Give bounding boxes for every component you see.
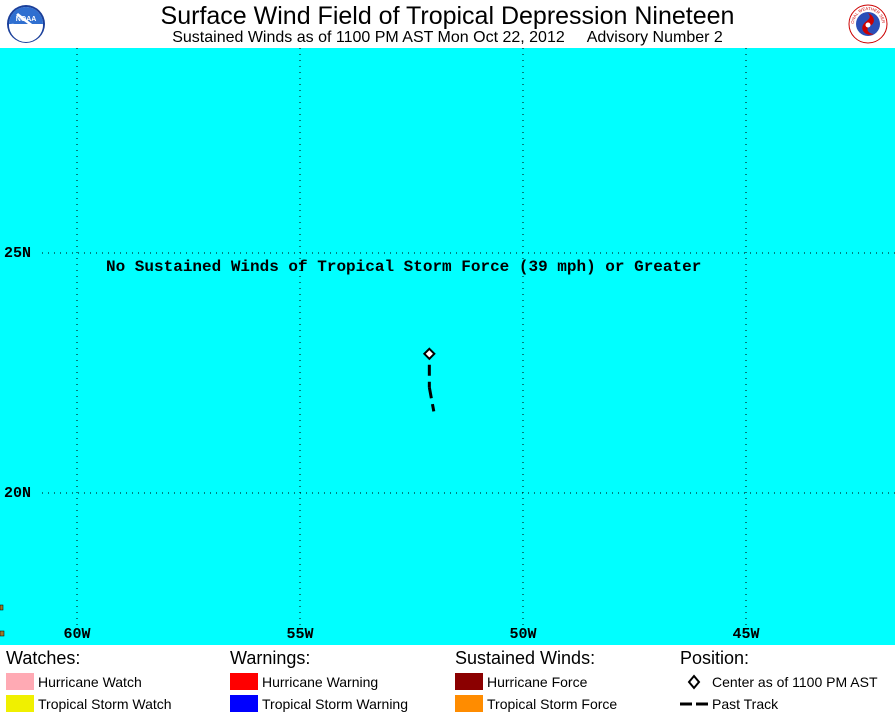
legend: Watches: Hurricane Watch Tropical Storm … xyxy=(0,645,895,716)
lon-label-55w: 55W xyxy=(286,626,314,643)
legend-warnings-heading: Warnings: xyxy=(230,648,311,668)
nws-logo: NATIONAL WEATHER SERVICE xyxy=(846,0,888,44)
subtitle-advisory: Advisory Number 2 xyxy=(586,29,723,46)
map-canvas xyxy=(0,48,895,637)
lon-label-50w: 50W xyxy=(509,626,537,643)
legend-label: Tropical Storm Force xyxy=(487,696,618,712)
page-subtitle: Sustained Winds as of 1100 PM AST Mon Oc… xyxy=(0,28,895,48)
diamond-icon xyxy=(687,674,701,690)
legend-label: Hurricane Warning xyxy=(262,674,379,690)
hurricane-watch-swatch xyxy=(6,673,34,690)
header: NOAA Surface Wind Field of Tropical Depr… xyxy=(0,0,895,48)
hurricane-warning-swatch xyxy=(230,673,258,690)
tropical-storm-force-swatch xyxy=(455,695,483,712)
legend-position: Position: Center as of 1100 PM AST Past … xyxy=(680,648,878,712)
lon-label-45w: 45W xyxy=(732,626,760,643)
tropical-storm-warning-swatch xyxy=(230,695,258,712)
legend-warnings: Warnings: Hurricane Warning Tropical Sto… xyxy=(230,648,408,712)
subtitle-time: Sustained Winds as of 1100 PM AST Mon Oc… xyxy=(172,29,565,46)
dashed-line-icon xyxy=(680,702,708,706)
hurricane-force-swatch xyxy=(455,673,483,690)
noaa-logo: NOAA xyxy=(6,4,46,44)
legend-winds-heading: Sustained Winds: xyxy=(455,648,596,668)
page-title: Surface Wind Field of Tropical Depressio… xyxy=(160,2,735,30)
noaa-logo-text: NOAA xyxy=(16,16,37,23)
lat-label-25n: 25N xyxy=(4,245,32,262)
lat-label-20n: 20N xyxy=(4,485,32,502)
legend-watches: Watches: Hurricane Watch Tropical Storm … xyxy=(6,648,172,712)
legend-label: Hurricane Force xyxy=(487,674,588,690)
lon-label-60w: 60W xyxy=(63,626,91,643)
legend-sustained-winds: Sustained Winds: Hurricane Force Tropica… xyxy=(455,648,617,712)
island-shape xyxy=(0,630,5,637)
tropical-storm-watch-swatch xyxy=(6,695,34,712)
legend-label: Past Track xyxy=(712,696,779,712)
map-panel: 25N 20N 60W 55W 50W 45W No Sustained Win… xyxy=(0,48,895,645)
legend-watches-heading: Watches: xyxy=(6,648,81,668)
island-shape xyxy=(0,604,4,611)
legend-label: Center as of 1100 PM AST xyxy=(712,674,878,690)
legend-label: Tropical Storm Warning xyxy=(262,696,409,712)
wind-notice: No Sustained Winds of Tropical Storm For… xyxy=(106,258,702,276)
legend-label: Hurricane Watch xyxy=(38,674,142,690)
storm-center-marker xyxy=(422,347,436,361)
legend-label: Tropical Storm Watch xyxy=(38,696,172,712)
legend-position-heading: Position: xyxy=(680,648,750,668)
past-track-segment xyxy=(427,387,436,412)
